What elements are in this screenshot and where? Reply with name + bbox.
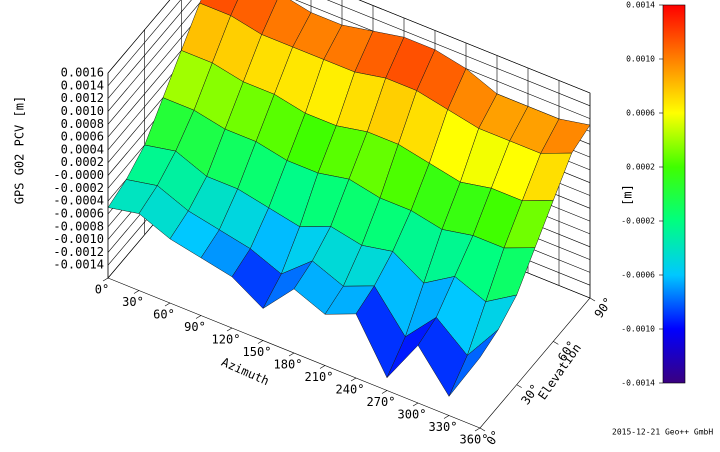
x-tick <box>350 377 357 382</box>
x-tick-label: 360° <box>460 433 489 447</box>
colorbar-tick-label: -0.0010 <box>621 325 655 334</box>
x-tick-label: 90° <box>184 320 206 334</box>
colorbar-tick-label: -0.0014 <box>621 379 655 388</box>
z-tick-label: -0.0006 <box>53 206 104 220</box>
z-tick-label: -0.0014 <box>53 258 104 272</box>
x-tick-label: 30° <box>122 295 144 309</box>
y-tick-label: 90° <box>592 295 616 321</box>
z-tick-label: -0.0012 <box>53 245 104 259</box>
z-tick-label: 0.0016 <box>61 66 104 80</box>
x-tick-label: 210° <box>305 370 334 384</box>
x-tick <box>443 415 450 419</box>
y-tick-label: 30° <box>518 381 542 407</box>
x-tick-label: 120° <box>212 333 241 347</box>
x-tick-label: 300° <box>398 408 427 422</box>
z-tick-label: -0.0000 <box>53 168 104 182</box>
footer: 2015-12-21 Geo++ GmbH <box>612 428 713 437</box>
colorbar-tick-label: 0.0002 <box>626 163 655 172</box>
colorbar-tick-label: 0.0010 <box>626 55 655 64</box>
x-tick-label: 150° <box>243 345 272 359</box>
y-tick <box>479 427 486 432</box>
z-tick-label: 0.0002 <box>61 155 104 169</box>
x-tick-label: 0° <box>95 283 109 297</box>
z-tick-label: -0.0004 <box>53 194 104 208</box>
colorbar-label: [m] <box>621 184 635 206</box>
z-tick-label: -0.0010 <box>53 232 104 246</box>
x-tick <box>226 327 233 332</box>
z-tick-label: 0.0008 <box>61 117 104 131</box>
x-tick <box>474 427 481 432</box>
y-tick <box>516 384 522 388</box>
z-axis-label: GPS G02 PCV [m] <box>13 96 27 204</box>
x-tick-label: 240° <box>336 383 365 397</box>
x-tick <box>319 365 326 369</box>
x-tick-label: 60° <box>153 308 175 322</box>
colorbar-tick-label: -0.0006 <box>621 271 655 280</box>
z-tick-label: 0.0012 <box>61 91 104 105</box>
x-tick <box>195 315 202 319</box>
y-tick <box>553 341 559 345</box>
z-tick-label: -0.0008 <box>53 219 104 233</box>
y-tick <box>589 297 596 302</box>
x-tick <box>257 340 264 344</box>
x-tick-label: 330° <box>429 420 458 434</box>
x-tick <box>102 277 109 282</box>
colorbar <box>662 4 686 384</box>
colorbar-tick-label: 0.0014 <box>626 1 655 10</box>
x-tick <box>381 390 388 394</box>
y-tick-label: 0° <box>484 428 504 448</box>
x-tick <box>412 402 419 407</box>
x-tick <box>164 302 171 307</box>
x-tick-label: 180° <box>274 358 303 372</box>
x-axis-label: Azimuth <box>219 355 271 388</box>
colorbar-tick-label: 0.0006 <box>626 109 655 118</box>
z-tick-label: -0.0002 <box>53 181 104 195</box>
z-tick-label: 0.0014 <box>61 78 104 92</box>
z-tick-label: 0.0004 <box>61 142 104 156</box>
surface-cell <box>448 329 499 397</box>
x-tick <box>133 290 140 294</box>
z-tick-label: 0.0010 <box>61 104 104 118</box>
x-tick-label: 270° <box>367 395 396 409</box>
z-tick-label: 0.0006 <box>61 130 104 144</box>
x-tick <box>288 352 295 357</box>
colorbar-tick-label: -0.0002 <box>621 217 655 226</box>
